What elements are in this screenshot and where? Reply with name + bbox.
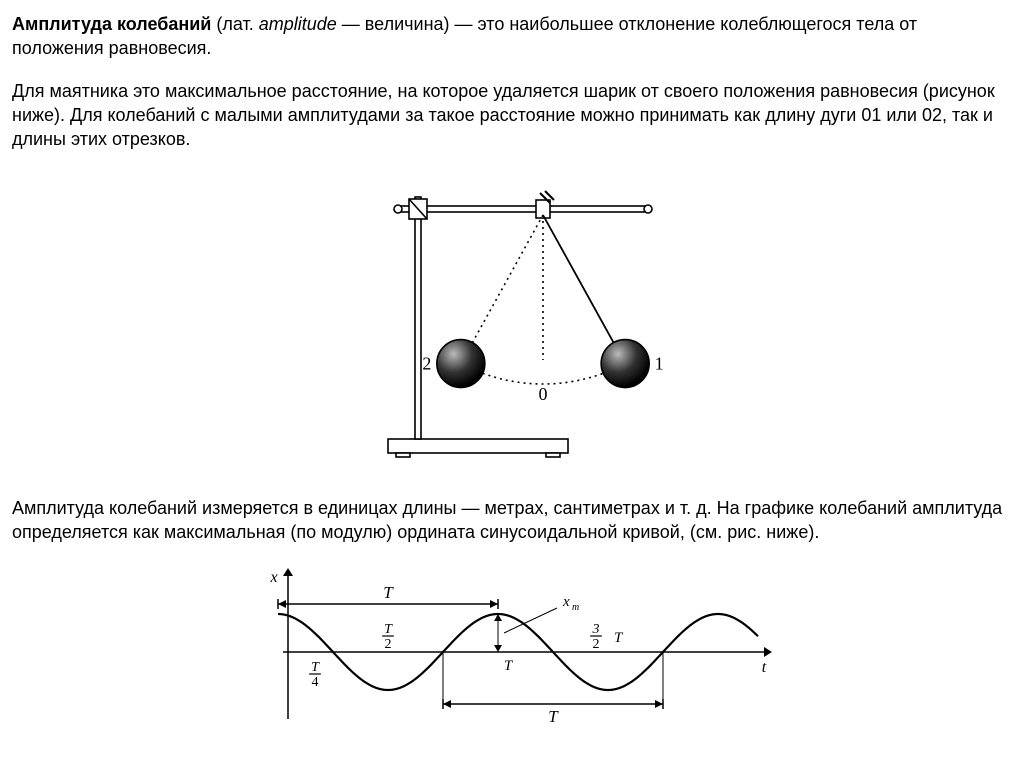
svg-text:0: 0 bbox=[539, 384, 548, 404]
svg-text:2: 2 bbox=[593, 637, 600, 652]
svg-text:T: T bbox=[614, 630, 624, 646]
term: Амплитуда колебаний bbox=[12, 14, 211, 34]
sine-chart: TxmTT4T2T32Txt bbox=[228, 562, 788, 727]
svg-text:m: m bbox=[572, 602, 579, 613]
svg-text:4: 4 bbox=[312, 675, 319, 690]
svg-text:T: T bbox=[311, 660, 320, 675]
pendulum-figure: 2 1 0 bbox=[12, 169, 1004, 465]
pendulum-diagram: 2 1 0 bbox=[348, 169, 668, 459]
svg-text:2: 2 bbox=[385, 637, 392, 652]
svg-text:T: T bbox=[504, 658, 514, 674]
sine-figure: TxmTT4T2T32Txt bbox=[12, 562, 1004, 733]
svg-text:t: t bbox=[762, 659, 767, 676]
svg-text:3: 3 bbox=[592, 622, 600, 637]
etym-word: amplitude bbox=[259, 14, 337, 34]
svg-text:T: T bbox=[384, 622, 393, 637]
units-paragraph: Амплитуда колебаний измеряется в единица… bbox=[12, 496, 1004, 545]
svg-text:x: x bbox=[269, 569, 277, 586]
svg-text:T: T bbox=[383, 583, 394, 602]
svg-text:x: x bbox=[562, 594, 570, 610]
etym-close: — величина) — bbox=[337, 14, 478, 34]
svg-text:T: T bbox=[548, 707, 559, 726]
etym-open: (лат. bbox=[211, 14, 258, 34]
explanation-paragraph: Для маятника это максимальное расстояние… bbox=[12, 79, 1004, 152]
svg-text:1: 1 bbox=[655, 354, 664, 374]
definition-paragraph: Амплитуда колебаний (лат. amplitude — ве… bbox=[12, 12, 1004, 61]
svg-text:2: 2 bbox=[422, 354, 431, 374]
